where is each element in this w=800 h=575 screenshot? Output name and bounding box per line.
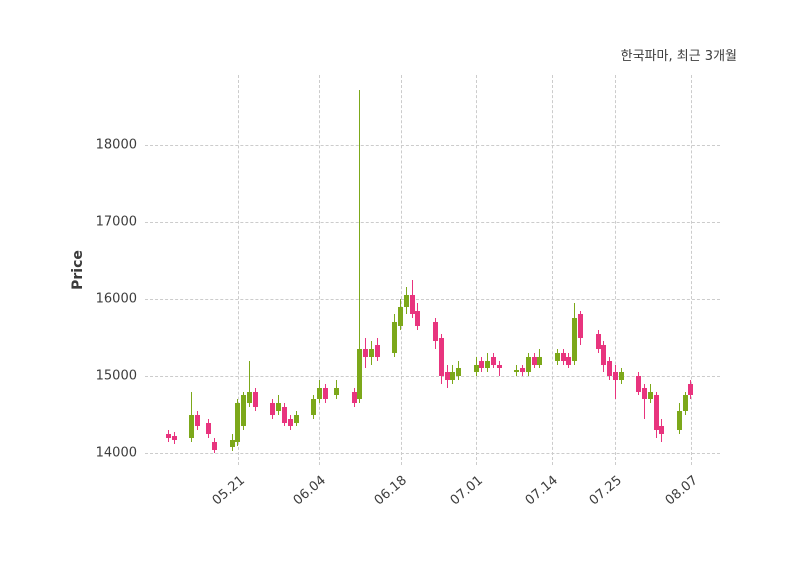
candle-body [357,349,363,400]
x-axis-ticks: 05.21 06.04 06.18 07.01 07.14 07.25 08.07 [145,465,720,535]
y-tick-label: 18000 [95,137,137,152]
candle-body [537,356,543,365]
candle-body [235,403,241,442]
candle-body [520,368,526,373]
v-gridline [690,75,692,465]
y-axis-ticks: 14000 15000 16000 17000 18000 [85,75,137,465]
candle-body [647,391,653,400]
candle-body [601,345,607,365]
candle-body [409,295,415,315]
candle-body [496,364,502,369]
x-tick-label: 07.01 [447,473,486,509]
candle-body [607,360,613,377]
candle-body [287,418,293,427]
y-tick-label: 17000 [95,214,137,230]
candle-wick [249,360,251,408]
candle-body [212,441,218,450]
candle-body [641,387,647,400]
candle-body [351,391,357,404]
candle-wick [359,90,361,404]
candle-body [293,414,299,423]
v-gridline [319,75,321,465]
candle-body [560,353,566,361]
candle-body [171,435,177,440]
candle-body [241,395,247,427]
x-tick-label: 08.07 [662,473,701,509]
candle-body [659,426,665,435]
x-tick-label: 07.14 [523,473,562,509]
candle-body [456,368,462,377]
candle-body [572,318,578,361]
candle-body [194,414,200,427]
candle-body [444,372,450,381]
y-tick-label: 16000 [95,291,137,307]
candle-body [653,395,659,431]
candle-body [578,314,584,338]
candle-body [612,372,618,381]
candle-body [276,403,282,411]
chart-title: 한국파마, 최근 3개월 [620,49,737,64]
candle-body [636,376,642,392]
candle-body [229,439,235,448]
v-gridline [615,75,617,465]
candle-body [252,391,258,408]
candle-body [490,356,496,365]
candle-body [316,387,322,400]
h-gridline [145,453,720,455]
v-gridline [400,75,402,465]
v-gridline [237,75,239,465]
candle-body [450,372,456,381]
candle-body [281,407,287,423]
candle-body [398,306,404,326]
candle-wick [643,383,645,419]
candle-body [369,349,374,357]
candle-body [432,322,438,342]
candle-body [392,322,398,354]
h-gridline [145,298,720,300]
candle-body [473,364,479,373]
candle-wick [614,364,616,400]
h-gridline [145,144,720,146]
candle-body [531,356,537,365]
candle-body [334,387,340,396]
candle-body [322,387,328,400]
candle-body [676,410,682,431]
candle-body [270,403,276,415]
x-tick-label: 07.25 [586,473,626,509]
candle-body [403,295,409,307]
candle-body [688,383,694,396]
candle-body [618,372,624,381]
v-gridline [551,75,553,465]
candle-wick [498,360,500,377]
v-gridline [476,75,478,465]
candle-body [188,414,194,438]
candle-body [165,434,171,438]
x-tick-label: 05.21 [209,473,248,509]
candle-body [374,345,380,357]
candle-body [415,310,421,326]
candle-body [247,391,253,404]
candle-body [682,395,688,411]
x-tick-label: 06.18 [372,473,411,509]
y-tick-label: 15000 [95,368,137,384]
candle-body [485,360,491,369]
candle-body [310,399,316,415]
x-tick-label: 06.04 [290,473,329,509]
h-gridline [145,376,720,378]
candle-body [514,370,520,373]
candle-body [566,356,572,365]
candle-body [554,353,560,361]
candle-body [525,356,531,373]
plot-area [145,75,720,465]
candle-body [595,333,601,350]
h-gridline [145,221,720,223]
candle-body [363,349,369,357]
y-axis-label: Price [70,250,86,290]
y-tick-label: 14000 [95,445,137,461]
candle-body [479,360,485,369]
candle-body [438,337,444,377]
candle-body [206,422,212,435]
